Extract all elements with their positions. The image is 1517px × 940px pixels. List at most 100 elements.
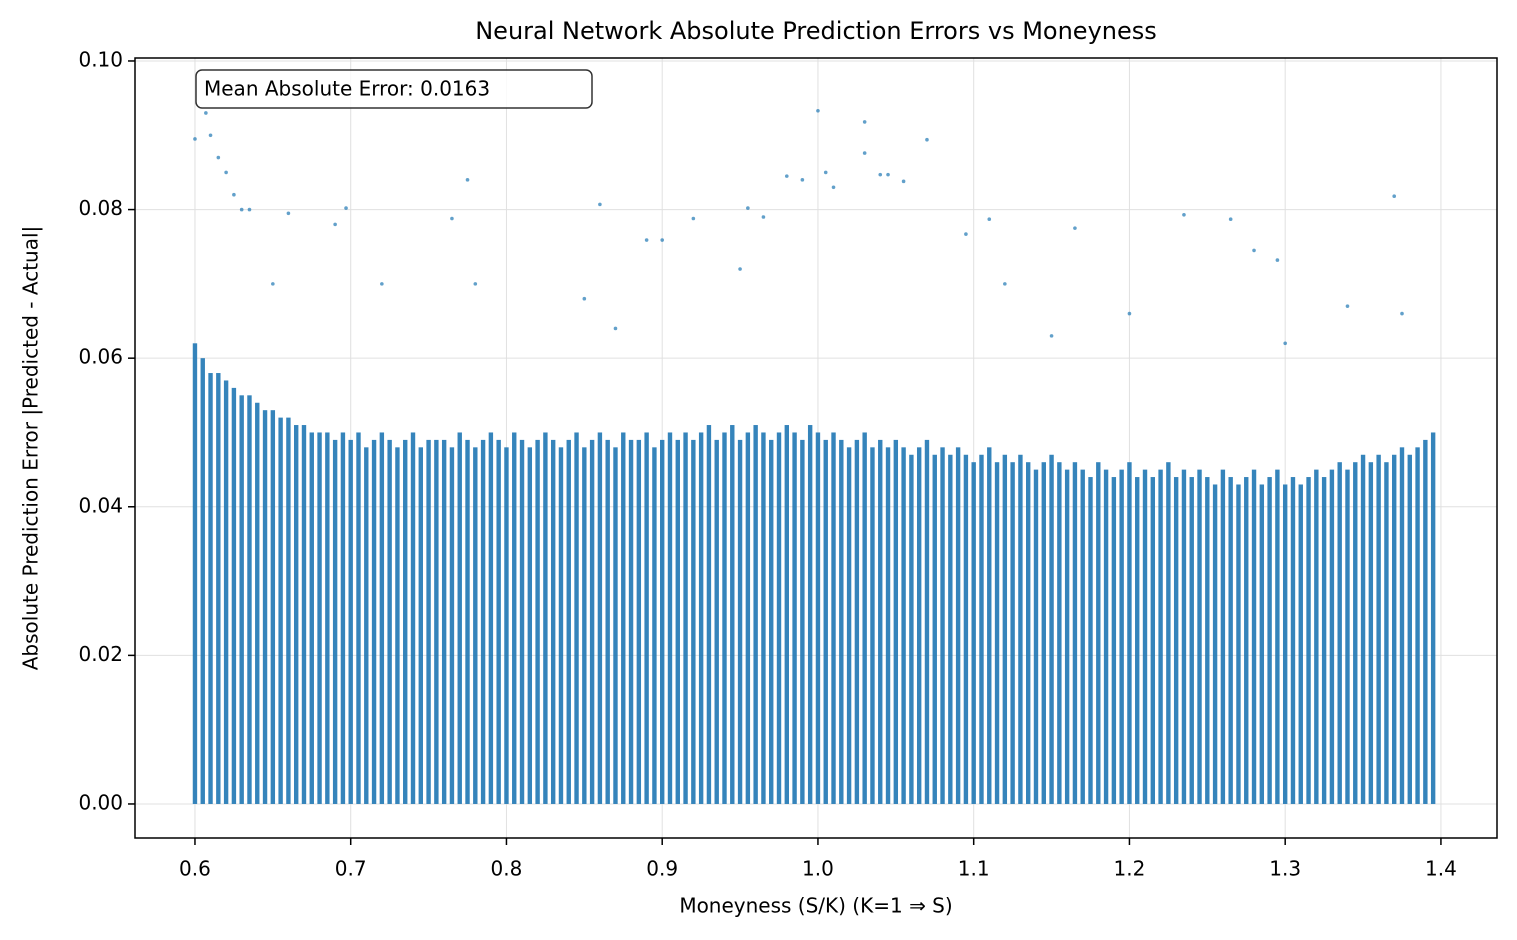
dense-point-column (519, 439, 525, 804)
dense-point-column (940, 447, 945, 804)
point (271, 282, 275, 286)
dense-point-column (223, 380, 229, 804)
dense-point-column (885, 447, 891, 804)
dense-point-column (1220, 469, 1226, 804)
point (193, 137, 197, 141)
dense-point-column (239, 395, 244, 804)
x-tick-label: 1.4 (1425, 857, 1457, 881)
dense-point-column (1189, 477, 1194, 804)
dense-point-column (1290, 477, 1296, 804)
point (1228, 217, 1233, 222)
dense-point-column (255, 402, 260, 804)
dense-point-column (208, 373, 213, 804)
dense-point-column (574, 432, 579, 804)
dense-point-column (621, 432, 626, 804)
dense-point-column (247, 395, 252, 804)
dense-point-column (924, 439, 930, 804)
dense-point-column (1345, 469, 1350, 804)
point (987, 217, 992, 222)
x-axis-label: Moneyness (S/K) (K=1 ⇒ S) (679, 894, 952, 918)
point (208, 133, 213, 138)
dense-point-column (644, 432, 649, 804)
dense-point-column (1026, 462, 1031, 804)
dense-point-column (815, 432, 821, 804)
dense-point-column (1150, 477, 1156, 804)
dense-point-column (1033, 469, 1039, 804)
point (862, 120, 867, 124)
point (784, 174, 789, 178)
dense-point-column (769, 439, 774, 804)
dense-point-column (878, 439, 883, 804)
dense-point-column (1103, 469, 1109, 804)
point (660, 238, 665, 242)
dense-point-column (1267, 477, 1272, 804)
dense-point-column (1166, 462, 1171, 804)
dense-point-column (1181, 469, 1187, 804)
y-tick-label: 0.10 (78, 47, 123, 71)
dense-point-column (1049, 454, 1054, 804)
dense-point-column (325, 432, 330, 804)
dense-point-column (527, 447, 533, 804)
point (816, 108, 820, 113)
point (344, 206, 348, 210)
dense-point-column (301, 425, 307, 804)
dense-point-column (854, 439, 860, 804)
dense-point-column (971, 462, 976, 804)
dense-point-column (1228, 477, 1233, 804)
dense-point-column (994, 462, 1000, 804)
x-tick-label: 1.2 (1114, 857, 1146, 881)
dense-point-column (722, 432, 727, 804)
point (878, 172, 883, 177)
point (691, 216, 696, 221)
dense-point-column (496, 439, 501, 804)
dense-point-column (1399, 447, 1405, 804)
y-tick-label: 0.04 (78, 493, 123, 517)
dense-point-column (1119, 469, 1124, 804)
dense-point-column (1002, 454, 1008, 804)
dense-point-column (512, 432, 517, 804)
y-tick-label: 0.00 (78, 790, 123, 814)
dense-point-column (216, 373, 221, 804)
y-tick-label: 0.02 (78, 642, 123, 666)
dense-point-column (356, 432, 361, 804)
dense-point-column (1298, 484, 1303, 804)
dense-point-column (698, 432, 704, 804)
dense-point-column (605, 439, 610, 804)
dense-point-column (706, 425, 712, 804)
point (224, 170, 228, 175)
dense-point-column (1158, 469, 1163, 804)
point (964, 232, 968, 236)
dense-point-column (504, 447, 509, 804)
dense-point-column (823, 439, 828, 804)
point (901, 179, 906, 184)
dense-point-column (1142, 469, 1148, 804)
dense-point-column (730, 425, 735, 804)
point (1392, 194, 1397, 198)
dense-point-column (1173, 477, 1179, 804)
point (1345, 304, 1350, 308)
dense-point-column (1282, 484, 1288, 804)
point (886, 172, 890, 177)
point (1049, 334, 1054, 338)
x-tick-label: 1.3 (1269, 857, 1301, 881)
dense-point-column (582, 447, 587, 804)
dense-point-column (1244, 477, 1249, 804)
axes-frame (134, 57, 1498, 839)
dense-point-column (364, 447, 369, 804)
dense-point-column (1127, 462, 1132, 804)
dense-point-column (1064, 469, 1070, 804)
dense-point-column (1205, 477, 1210, 804)
dense-point-column (916, 447, 922, 804)
dense-point-column (963, 454, 969, 804)
dense-point-column (901, 447, 906, 804)
dense-point-column (1212, 484, 1218, 804)
dense-point-column (667, 432, 673, 804)
dense-point-column (597, 432, 603, 804)
dense-point-column (784, 425, 789, 804)
dense-point-column (1368, 462, 1374, 804)
dense-point-column (1423, 439, 1428, 804)
point (1275, 258, 1280, 262)
dense-point-column (761, 432, 766, 804)
point (925, 137, 929, 142)
x-tick-label: 0.7 (335, 857, 367, 881)
